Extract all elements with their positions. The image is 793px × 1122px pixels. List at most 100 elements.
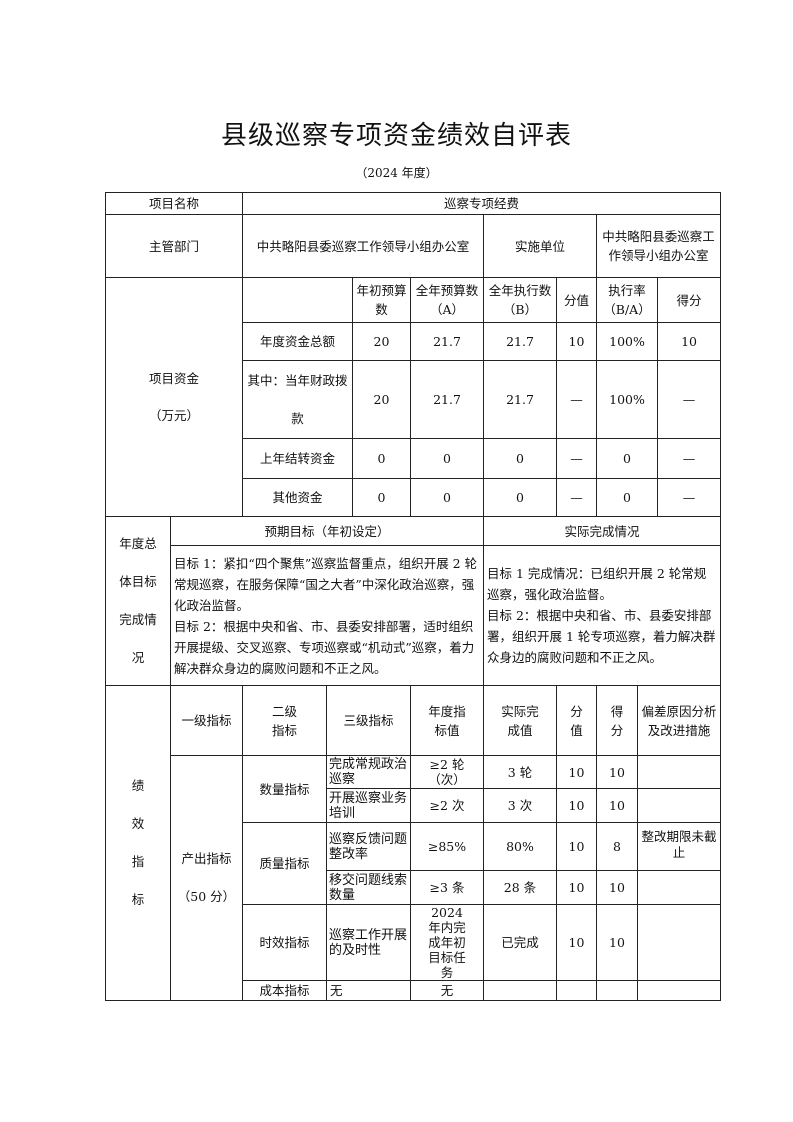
level2: 成本指标: [242, 980, 327, 1001]
goals-label: 年度总体目标完成情况: [105, 516, 171, 686]
points: 10: [556, 755, 597, 789]
level3: 无: [326, 980, 411, 1001]
points: [556, 980, 597, 1001]
funds-cell: 0: [352, 478, 411, 517]
ind-header: 偏差原因分析及改进措施: [637, 685, 721, 756]
level3: 巡察工作开展的及时性: [326, 904, 411, 981]
funds-cell: 21.7: [410, 322, 484, 361]
page-title: 县级巡察专项资金绩效自评表: [220, 121, 572, 151]
actual: 3 轮: [483, 755, 557, 789]
score: [596, 980, 638, 1001]
target: ≥2 次: [410, 788, 484, 823]
ind-header: 得分: [596, 685, 638, 756]
funds-cell: —: [656, 438, 722, 479]
funds-header: [242, 277, 353, 323]
ind-header: 二级指标: [242, 685, 327, 756]
funds-header: 执行率（B/A）: [596, 277, 658, 323]
funds-header: 全年执行数（B）: [483, 277, 557, 323]
funds-cell: 0: [352, 438, 411, 479]
actual: 80%: [483, 822, 557, 871]
funds-cell: —: [556, 438, 597, 479]
ind-header: 年度指标值: [410, 685, 484, 756]
funds-cell: 年度资金总额: [242, 322, 353, 361]
points: 10: [556, 822, 597, 871]
expected-header: 预期目标（年初设定）: [170, 516, 484, 546]
funds-cell: 0: [596, 478, 658, 517]
funds-cell: —: [556, 478, 597, 517]
deviation: [637, 980, 721, 1001]
funds-cell: 21.7: [410, 360, 484, 439]
level3: 巡察反馈问题整改率: [326, 822, 411, 871]
score: 10: [596, 870, 638, 905]
funds-cell: 其他资金: [242, 478, 353, 517]
funds-cell: 0: [410, 478, 484, 517]
funds-cell: —: [656, 360, 722, 439]
actual-header: 实际完成情况: [483, 516, 721, 546]
funds-label: 项目资金 （万元）: [105, 277, 243, 517]
funds-cell: 10: [556, 322, 597, 361]
dept-label: 主管部门: [105, 214, 243, 278]
deviation: [637, 870, 721, 905]
target: ≥85%: [410, 822, 484, 871]
level3: 开展巡察业务培训: [326, 788, 411, 823]
funds-cell: 21.7: [483, 360, 557, 439]
funds-cell: 21.7: [483, 322, 557, 361]
funds-cell: 0: [483, 478, 557, 517]
project-name: 巡察专项经费: [241, 192, 722, 215]
score: 10: [596, 755, 638, 789]
funds-cell: 10: [656, 322, 722, 361]
page-subtitle: （2024 年度）: [355, 166, 438, 180]
level2: 质量指标: [242, 822, 327, 905]
funds-cell: 100%: [596, 322, 658, 361]
points: 10: [556, 788, 597, 823]
target: ≥2 轮（次）: [410, 755, 484, 789]
target: 无: [410, 980, 484, 1001]
funds-cell: —: [556, 360, 597, 439]
funds-cell: 其中：当年财政拨款: [242, 360, 353, 439]
actual: [483, 980, 557, 1001]
funds-header: 得分: [656, 277, 722, 323]
expected-goals: 目标 1：紧扣“四个聚焦”巡察监督重点，组织开展 2 轮常规巡察，在服务保障“国…: [170, 545, 484, 686]
deviation: [637, 755, 721, 789]
funds-header: 年初预算数: [352, 277, 411, 323]
target: ≥3 条: [410, 870, 484, 905]
ind-header: 分值: [556, 685, 597, 756]
funds-cell: —: [656, 478, 722, 517]
indicators-table: 绩效指标 一级指标 二级指标 三级指标 年度指标值 实际完成值 分值 得分 偏差…: [105, 685, 721, 1001]
level3: 移交问题线索数量: [326, 870, 411, 905]
score: 10: [596, 788, 638, 823]
funds-table: 项目名称 巡察专项经费 主管部门 中共略阳县委巡察工作领导小组办公室 实施单位 …: [105, 192, 722, 517]
funds-cell: 20: [352, 360, 411, 439]
goals-table: 年度总体目标完成情况 预期目标（年初设定） 实际完成情况 目标 1：紧扣“四个聚…: [105, 516, 721, 686]
deviation: 整改期限未截止: [637, 822, 721, 871]
actual: 28 条: [483, 870, 557, 905]
funds-cell: 20: [352, 322, 411, 361]
ind-header: 三级指标: [326, 685, 411, 756]
funds-cell: 0: [410, 438, 484, 479]
funds-cell: 100%: [596, 360, 658, 439]
points: 10: [556, 904, 597, 981]
points: 10: [556, 870, 597, 905]
indicators-label: 绩效指标: [105, 685, 171, 1001]
level3: 完成常规政治巡察: [326, 755, 411, 789]
deviation: [637, 788, 721, 823]
funds-header: 全年预算数（A）: [410, 277, 484, 323]
score: 8: [596, 822, 638, 871]
target: 2024 年内完成年初目标任务: [410, 904, 484, 981]
ind-header: 一级指标: [170, 685, 243, 756]
actual: 已完成: [483, 904, 557, 981]
funds-header: 分值: [556, 277, 597, 323]
project-name-label: 项目名称: [105, 192, 243, 215]
level2: 数量指标: [242, 755, 327, 823]
funds-cell: 上年结转资金: [242, 438, 353, 479]
level1-label: 产出指标 （50 分）: [170, 755, 243, 1001]
funds-cell: 0: [483, 438, 557, 479]
level2: 时效指标: [242, 904, 327, 981]
dept-value: 中共略阳县委巡察工作领导小组办公室: [242, 214, 484, 278]
deviation: [637, 904, 721, 981]
score: 10: [596, 904, 638, 981]
impl-label: 实施单位: [483, 214, 597, 278]
ind-header: 实际完成值: [483, 685, 557, 756]
actual: 3 次: [483, 788, 557, 823]
funds-cell: 0: [596, 438, 658, 479]
